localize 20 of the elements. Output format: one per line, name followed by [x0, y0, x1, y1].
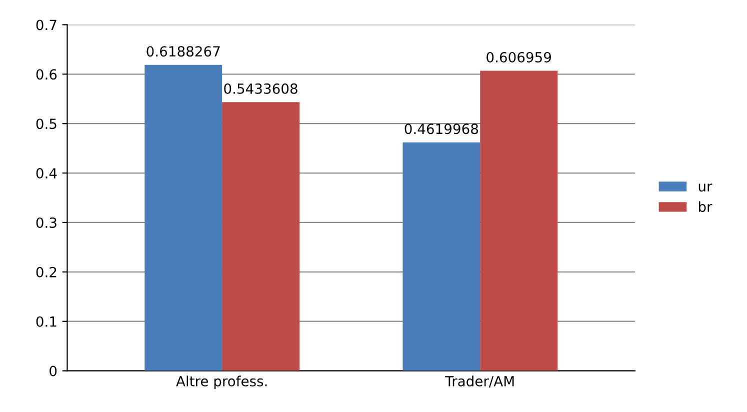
- bar: [402, 142, 480, 371]
- y-tick-label: 0.4: [36, 168, 57, 179]
- legend-label: br: [698, 201, 712, 212]
- legend-label: ur: [698, 184, 712, 192]
- y-tick-label: 0.6: [36, 69, 57, 80]
- x-tick-label: Trader/AM: [445, 376, 514, 388]
- y-tick-label: 0.7: [36, 20, 56, 30]
- data-label: 0.5433608: [224, 83, 298, 94]
- data-label: 0.606959: [486, 52, 551, 62]
- y-tick-label: 0: [50, 366, 57, 376]
- bar: [222, 102, 300, 371]
- y-tick-label: 0.1: [36, 316, 56, 327]
- y-tick-label: 0.3: [36, 217, 56, 228]
- bar: [480, 70, 558, 371]
- x-tick-label: Altre profess.: [176, 376, 267, 390]
- data-label: 0.4619968: [404, 124, 478, 134]
- y-tick-label: 0.2: [36, 266, 56, 278]
- bar: [144, 64, 222, 371]
- data-label: 0.6188267: [146, 46, 220, 57]
- y-tick-label: 0.5: [36, 118, 56, 130]
